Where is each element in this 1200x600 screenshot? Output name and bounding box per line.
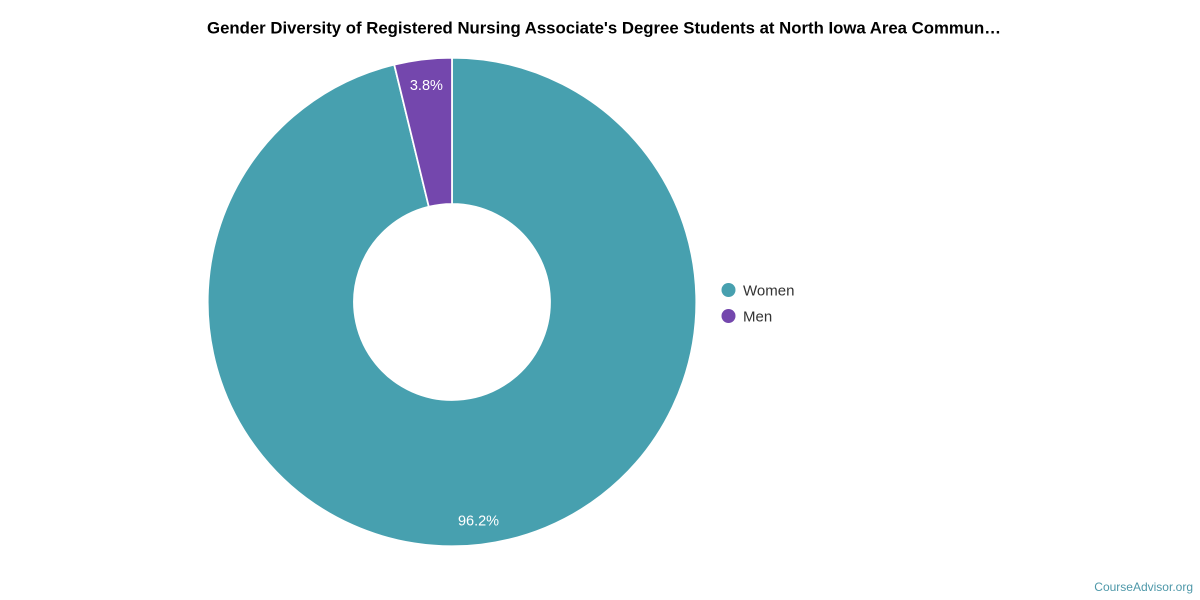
svg-text:3.8%: 3.8% <box>410 78 443 94</box>
svg-text:96.2%: 96.2% <box>458 514 499 530</box>
svg-text:Men: Men <box>743 309 772 326</box>
svg-text:CourseAdvisor.org: CourseAdvisor.org <box>1094 580 1193 594</box>
svg-text:Women: Women <box>743 283 794 300</box>
svg-text:Gender Diversity of Registered: Gender Diversity of Registered Nursing A… <box>207 19 1001 38</box>
